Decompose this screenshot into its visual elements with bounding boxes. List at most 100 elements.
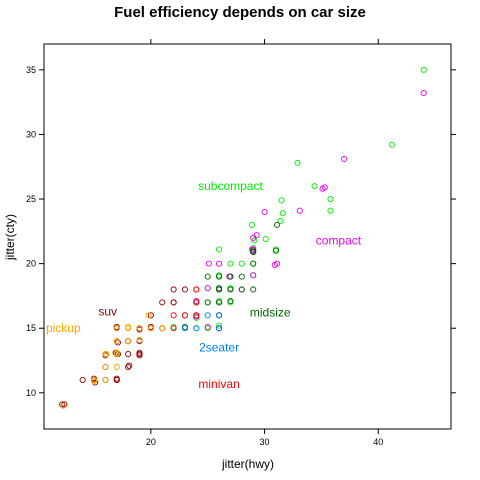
data-point-pickup: [125, 338, 132, 345]
data-point-subcompact: [311, 183, 318, 190]
data-point-compact: [250, 234, 257, 241]
data-point-compact: [341, 155, 348, 163]
data-point-midsize: [250, 286, 257, 293]
y-tick-label: 30: [26, 129, 36, 139]
data-point-compact: [216, 260, 223, 267]
data-point-pickup: [136, 336, 143, 343]
data-point-subcompact: [227, 260, 234, 267]
data-point-midsize: [216, 273, 223, 280]
x-tick-label: 30: [260, 437, 270, 447]
group-label-2seater: 2seater: [199, 341, 239, 355]
data-point-compact: [296, 207, 303, 214]
data-point-midsize: [238, 273, 245, 280]
data-point-subcompact: [248, 221, 256, 228]
y-tick-label: 35: [26, 65, 36, 75]
data-point-pickup: [125, 323, 132, 330]
data-point-subcompact: [420, 66, 427, 73]
data-point-suv: [136, 351, 143, 358]
y-tick-label: 10: [26, 388, 36, 398]
group-label-midsize: midsize: [250, 306, 291, 320]
data-point-pickup: [113, 325, 120, 332]
data-point-midsize: [204, 299, 211, 306]
y-axis: 10 15 20 25 30 35: [26, 65, 456, 398]
data-point-midsize: [216, 299, 223, 306]
data-point-compact: [204, 285, 211, 292]
group-labels-layer: subcompact compact midsize 2seater minivan su…: [46, 179, 362, 391]
data-point-subcompact: [294, 159, 301, 166]
data-point-subcompact: [327, 207, 334, 214]
y-tick-label: 15: [26, 323, 36, 333]
x-axis: 20 30 40: [146, 39, 383, 447]
data-point-pickup: [103, 351, 110, 358]
data-point-midsize: [272, 247, 279, 254]
y-tick-label: 20: [26, 259, 36, 269]
data-point-pickup: [147, 325, 154, 332]
data-point-subcompact: [279, 210, 286, 217]
data-point-suv: [181, 286, 189, 293]
data-point-midsize: [204, 273, 211, 280]
data-point-midsize: [238, 286, 245, 293]
y-tick-label: 25: [26, 194, 36, 204]
data-point-compact: [420, 90, 427, 97]
data-point-subcompact: [262, 236, 269, 243]
data-point-suv: [159, 299, 166, 306]
data-point-midsize: [227, 286, 234, 293]
chart-title: Fuel efficiency depends on car size: [114, 4, 366, 21]
data-point-compact: [321, 184, 328, 191]
data-point-subcompact: [327, 195, 334, 203]
data-point-minivan: [193, 312, 200, 319]
data-point-minivan: [193, 299, 200, 306]
data-point-compact: [250, 272, 257, 279]
data-point-midsize: [227, 298, 234, 305]
data-point-suv: [126, 362, 133, 369]
data-point-pickup: [113, 363, 120, 371]
group-label-compact: compact: [316, 233, 362, 247]
data-point-subcompact: [216, 246, 223, 253]
data-point-suv: [113, 375, 120, 382]
y-axis-label: jitter(cty): [3, 214, 17, 261]
data-point-suv: [125, 363, 132, 371]
data-point-midsize: [250, 260, 257, 267]
data-point-pickup: [90, 378, 98, 385]
x-tick-label: 40: [373, 437, 383, 447]
data-point-compact: [204, 323, 211, 330]
data-point-minivan: [181, 312, 189, 319]
data-point-pickup: [60, 402, 67, 409]
data-point-minivan: [193, 286, 200, 293]
x-axis-label: jitter(hwy): [221, 457, 274, 471]
data-point-compact: [261, 208, 268, 216]
data-point-subcompact: [238, 260, 245, 267]
data-point-suv: [170, 286, 177, 293]
data-point-pickup: [159, 325, 166, 332]
points-layer: [59, 66, 427, 409]
data-point-2seater: [216, 312, 223, 319]
data-point-suv: [114, 339, 121, 346]
data-point-subcompact: [388, 141, 395, 148]
data-point-suv: [125, 351, 132, 358]
data-point-pickup: [113, 349, 120, 356]
data-point-midsize: [274, 221, 281, 228]
group-label-minivan: minivan: [198, 377, 239, 391]
plot-frame: [43, 43, 452, 430]
data-point-compact: [205, 260, 212, 267]
data-point-2seater: [193, 325, 200, 332]
data-point-suv: [170, 299, 177, 306]
data-point-suv: [79, 376, 86, 383]
data-point-minivan: [170, 312, 177, 319]
data-point-subcompact: [277, 217, 284, 225]
data-point-midsize: [216, 285, 223, 292]
data-point-pickup: [113, 338, 120, 345]
group-label-suv: suv: [98, 304, 117, 318]
data-point-suv: [59, 401, 66, 408]
data-point-2seater: [216, 325, 223, 332]
data-point-suv: [147, 312, 154, 319]
data-point-compact: [271, 261, 278, 268]
group-label-pickup: pickup: [46, 321, 81, 335]
data-point-subcompact: [216, 322, 223, 329]
data-point-2seater: [181, 325, 189, 332]
group-label-subcompact: subcompact: [198, 179, 263, 193]
data-point-suv: [61, 401, 68, 408]
data-point-pickup: [102, 363, 109, 371]
x-tick-label: 20: [146, 437, 156, 447]
